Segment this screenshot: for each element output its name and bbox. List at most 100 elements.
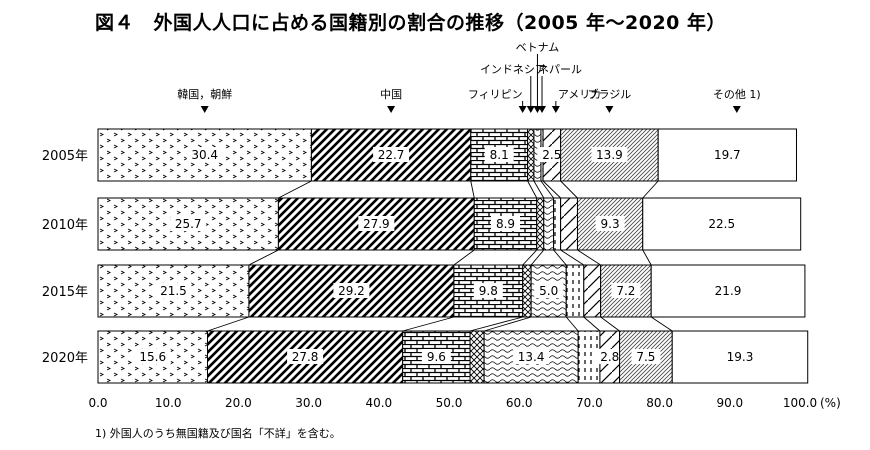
connector-line xyxy=(470,180,475,199)
legend-label: アメリカ xyxy=(558,88,601,101)
data-label-box xyxy=(709,147,746,162)
legend-label: ネパール xyxy=(538,63,582,76)
data-label: 15.6 xyxy=(139,350,166,364)
bar-segment xyxy=(543,197,555,251)
connector-line xyxy=(533,180,545,199)
legend-label: 韓国，朝鮮 xyxy=(177,87,232,101)
bar-segment xyxy=(469,330,485,384)
connector-line xyxy=(542,180,561,199)
data-label: 9.8 xyxy=(479,284,498,298)
x-tick-label: 90.0 xyxy=(716,396,743,410)
bar-segment xyxy=(583,264,602,318)
data-label: 9.3 xyxy=(601,217,620,231)
data-label-box xyxy=(134,349,171,364)
connector-line xyxy=(600,316,620,332)
x-tick-label: 30.0 xyxy=(295,396,322,410)
connector-line xyxy=(469,316,523,332)
connector-line xyxy=(530,249,545,266)
data-label: 29.2 xyxy=(338,284,365,298)
x-tick-label: 100.0 xyxy=(783,396,817,410)
data-label: 2.5 xyxy=(542,148,561,162)
connector-line xyxy=(453,249,475,266)
legend-label: ブラジル xyxy=(588,87,632,101)
bar-segment xyxy=(470,128,529,182)
data-label: 19.3 xyxy=(727,350,754,364)
bar-segment xyxy=(553,197,562,251)
data-label-box xyxy=(170,216,207,231)
connector-line xyxy=(642,180,659,199)
category-label: 2010年 xyxy=(42,218,88,233)
legend-label: その他 1) xyxy=(713,88,761,101)
data-label-box xyxy=(710,283,747,298)
data-label: 13.9 xyxy=(596,148,623,162)
legend-label: 中国 xyxy=(380,88,402,101)
data-label-box xyxy=(155,283,192,298)
connector-line xyxy=(248,249,279,266)
data-label-box xyxy=(611,283,641,298)
data-label-box xyxy=(595,349,625,364)
data-label: 8.9 xyxy=(496,217,515,231)
connector-line xyxy=(522,249,538,266)
data-label-box xyxy=(591,147,628,162)
data-label: 22.7 xyxy=(378,148,405,162)
data-label: 7.2 xyxy=(616,284,635,298)
data-label-box xyxy=(358,216,395,231)
connector-line xyxy=(642,249,652,266)
data-label: 21.9 xyxy=(715,284,742,298)
bar-segment xyxy=(565,264,585,318)
chart-title: 図４ 外国人人口に占める国籍別の割合の推移（2005 年～2020 年） xyxy=(95,12,726,34)
data-label: 22.5 xyxy=(708,217,735,231)
data-label: 19.7 xyxy=(714,148,741,162)
bar-segment xyxy=(527,128,535,182)
legend-label: フィリピン xyxy=(468,88,523,101)
category-label: 2005年 xyxy=(42,149,88,164)
legend-marker xyxy=(387,106,396,113)
connector-line xyxy=(540,180,554,199)
x-tick-label: 40.0 xyxy=(365,396,392,410)
legend-marker xyxy=(526,106,535,113)
connector-line xyxy=(565,316,579,332)
x-tick-label: 70.0 xyxy=(576,396,603,410)
legend-marker xyxy=(200,106,209,113)
data-label-box xyxy=(537,147,567,162)
data-label-box xyxy=(373,147,410,162)
connector-line xyxy=(560,180,578,199)
data-label: 27.9 xyxy=(363,217,390,231)
data-label-box xyxy=(186,147,223,162)
data-label: 7.5 xyxy=(636,350,655,364)
data-label-box xyxy=(631,349,661,364)
legend-marker xyxy=(551,106,560,113)
connector-line xyxy=(402,316,455,332)
legend-marker xyxy=(518,106,527,113)
data-label: 5.0 xyxy=(539,284,558,298)
data-label: 27.8 xyxy=(292,350,319,364)
connector-line xyxy=(527,180,538,199)
legend-marker xyxy=(732,106,741,113)
data-label: 2.8 xyxy=(600,350,619,364)
connector-line xyxy=(278,180,312,199)
data-label-box xyxy=(721,349,758,364)
legend-marker xyxy=(605,106,614,113)
connector-line xyxy=(483,316,532,332)
x-tick-label: 50.0 xyxy=(436,396,463,410)
x-unit-label: (%) xyxy=(820,396,841,410)
data-label-box xyxy=(595,216,625,231)
connector-line xyxy=(583,316,601,332)
legend-label: ベトナム xyxy=(516,41,560,54)
category-label: 2020年 xyxy=(42,351,88,366)
data-label-box xyxy=(703,216,740,231)
connector-line xyxy=(207,316,250,332)
data-label-box xyxy=(421,349,451,364)
legend-label: インドネシア xyxy=(480,63,546,76)
footnote: 1) 外国人のうち無国籍及び国名「不詳」を含む。 xyxy=(95,427,341,440)
bar-segment xyxy=(560,197,578,251)
x-tick-label: 20.0 xyxy=(225,396,252,410)
x-tick-label: 60.0 xyxy=(506,396,533,410)
connector-line xyxy=(553,249,567,266)
connector-line xyxy=(577,249,601,266)
category-label: 2015年 xyxy=(42,285,88,300)
data-label-box xyxy=(513,349,550,364)
data-label-box xyxy=(473,283,503,298)
bar-segment xyxy=(522,264,532,318)
